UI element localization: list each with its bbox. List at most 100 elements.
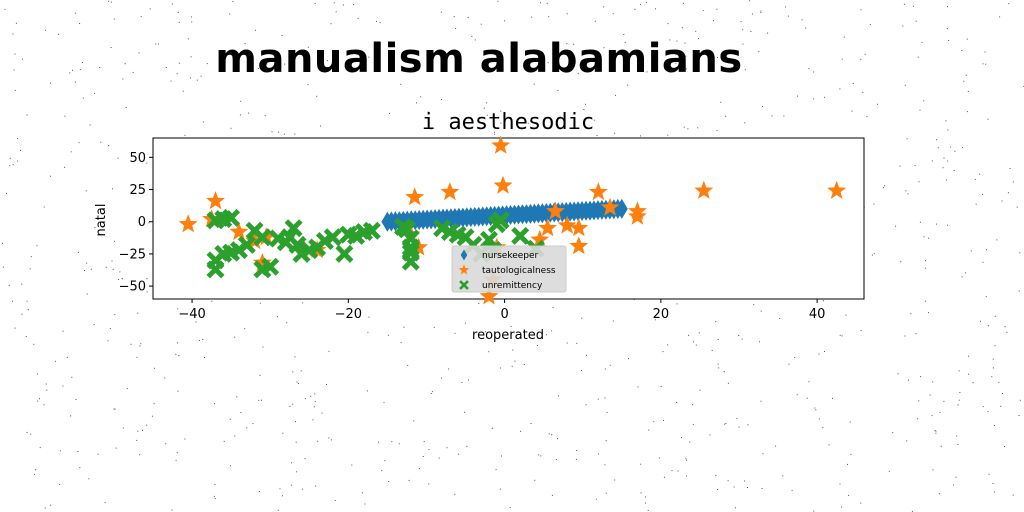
speckle xyxy=(604,397,606,399)
speckle xyxy=(685,55,687,57)
data-point-unremittency xyxy=(253,228,272,247)
speckle xyxy=(423,441,425,442)
speckle xyxy=(353,4,355,6)
speckle xyxy=(171,3,173,5)
speckle xyxy=(118,279,120,280)
speckle xyxy=(43,206,45,208)
speckle xyxy=(695,30,697,32)
speckle xyxy=(512,349,514,351)
speckle xyxy=(546,2,548,4)
speckle xyxy=(919,109,921,111)
speckle xyxy=(953,484,954,486)
speckle xyxy=(428,449,430,450)
speckle xyxy=(992,367,994,369)
speckle xyxy=(97,453,99,455)
speckle xyxy=(12,33,14,35)
speckle xyxy=(648,429,650,431)
speckle xyxy=(12,300,13,302)
speckle xyxy=(464,322,466,324)
speckle xyxy=(955,476,957,478)
speckle xyxy=(407,364,409,366)
speckle xyxy=(1002,393,1003,394)
speckle xyxy=(660,386,662,387)
speckle xyxy=(808,68,810,70)
speckle xyxy=(125,107,127,108)
speckle xyxy=(1012,494,1014,496)
speckle xyxy=(484,331,486,333)
speckle xyxy=(14,89,16,91)
speckle xyxy=(1018,415,1020,416)
speckle xyxy=(869,24,871,25)
speckle xyxy=(284,63,286,65)
speckle xyxy=(50,82,51,84)
speckle xyxy=(300,370,302,372)
speckle xyxy=(171,509,173,511)
speckle xyxy=(573,43,575,45)
speckle xyxy=(26,114,28,116)
speckle xyxy=(126,388,128,390)
speckle xyxy=(276,316,278,318)
speckle xyxy=(557,89,559,91)
speckle xyxy=(187,38,189,40)
speckle xyxy=(908,379,909,381)
speckle xyxy=(146,278,148,280)
data-point-tautologicalness xyxy=(588,182,608,201)
speckle xyxy=(645,496,646,498)
speckle xyxy=(725,115,727,117)
speckle xyxy=(291,462,292,464)
speckle xyxy=(558,395,559,397)
speckle xyxy=(314,393,316,395)
data-point-unremittency xyxy=(511,226,530,245)
speckle xyxy=(384,460,386,462)
speckle xyxy=(335,11,337,13)
speckle xyxy=(994,491,995,493)
speckle xyxy=(105,266,107,268)
speckle xyxy=(950,146,952,148)
data-point-unremittency xyxy=(491,211,510,230)
data-point-tautologicalness xyxy=(827,180,847,199)
x-tick-label: −20 xyxy=(335,307,362,322)
speckle xyxy=(906,138,908,140)
speckle xyxy=(527,122,529,124)
speckle xyxy=(945,179,947,181)
speckle xyxy=(240,412,242,413)
speckle xyxy=(393,55,395,57)
speckle xyxy=(612,320,614,322)
legend-marker-tautologicalness xyxy=(458,264,470,275)
speckle xyxy=(289,405,291,407)
data-point-tautologicalness xyxy=(600,197,620,216)
speckle xyxy=(758,50,760,52)
speckle xyxy=(509,507,511,509)
speckle xyxy=(422,456,424,457)
speckle xyxy=(271,131,273,133)
speckle xyxy=(982,261,984,263)
speckle xyxy=(985,63,987,65)
speckle xyxy=(791,490,793,492)
speckle xyxy=(965,272,967,274)
speckle xyxy=(37,400,39,402)
speckle xyxy=(734,507,736,509)
speckle xyxy=(921,41,923,43)
speckle xyxy=(686,459,688,461)
speckle xyxy=(368,56,370,58)
speckle xyxy=(77,251,79,253)
speckle xyxy=(504,20,506,22)
speckle xyxy=(760,310,762,312)
speckle xyxy=(925,260,926,262)
speckle xyxy=(189,77,191,79)
speckle xyxy=(59,450,61,452)
speckle xyxy=(27,309,29,311)
speckle xyxy=(100,141,102,143)
speckle xyxy=(115,447,117,449)
speckle xyxy=(604,464,606,466)
speckle xyxy=(917,56,919,58)
speckle xyxy=(202,339,204,340)
speckle xyxy=(947,160,949,162)
speckle xyxy=(787,15,789,17)
speckle xyxy=(266,63,268,65)
speckle xyxy=(676,303,678,305)
speckle xyxy=(753,304,755,306)
speckle xyxy=(627,84,629,86)
speckle xyxy=(585,404,587,406)
speckle xyxy=(822,426,824,428)
